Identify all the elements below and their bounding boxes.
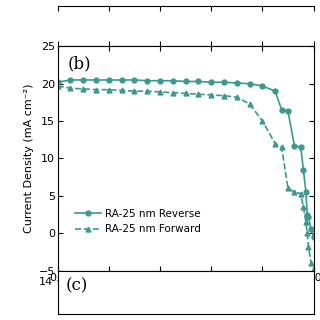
RA-25 nm Forward — [68, 86, 72, 90]
RA-25 nm Reverse — [171, 79, 175, 83]
RA-25 nm Forward — [307, 245, 310, 249]
Text: 14: 14 — [38, 277, 52, 287]
RA-25 nm Forward — [209, 93, 213, 97]
RA-25 nm Reverse — [299, 145, 303, 149]
RA-25 nm Reverse — [196, 80, 200, 84]
RA-25 nm Forward — [107, 88, 111, 92]
RA-25 nm Reverse — [273, 89, 277, 93]
RA-25 nm Reverse — [286, 109, 290, 113]
RA-25 nm Reverse — [305, 212, 309, 216]
RA-25 nm Reverse — [301, 168, 305, 172]
RA-25 nm Forward — [222, 94, 226, 98]
Text: (c): (c) — [65, 277, 88, 294]
Line: RA-25 nm Reverse: RA-25 nm Reverse — [55, 77, 316, 239]
RA-25 nm Forward — [132, 89, 136, 93]
RA-25 nm Reverse — [132, 78, 136, 82]
RA-25 nm Reverse — [260, 84, 264, 88]
RA-25 nm Reverse — [304, 190, 308, 194]
RA-25 nm Forward — [81, 87, 85, 91]
RA-25 nm Forward — [120, 89, 124, 92]
RA-25 nm Reverse — [107, 78, 111, 82]
RA-25 nm Forward — [145, 89, 149, 93]
RA-25 nm Forward — [301, 205, 305, 209]
RA-25 nm Forward — [171, 91, 175, 95]
RA-25 nm Reverse — [307, 215, 310, 219]
RA-25 nm Reverse — [222, 80, 226, 84]
RA-25 nm Forward — [280, 145, 284, 149]
RA-25 nm Forward — [56, 84, 60, 88]
RA-25 nm Reverse — [184, 80, 188, 84]
RA-25 nm Forward — [248, 102, 252, 106]
RA-25 nm Forward — [235, 95, 239, 99]
Line: RA-25 nm Forward: RA-25 nm Forward — [55, 84, 316, 272]
RA-25 nm Forward — [273, 141, 277, 145]
RA-25 nm Forward — [299, 192, 303, 196]
RA-25 nm Reverse — [94, 78, 98, 82]
Text: (b): (b) — [68, 55, 92, 72]
RA-25 nm Forward — [260, 119, 264, 123]
RA-25 nm Forward — [312, 267, 316, 271]
RA-25 nm Forward — [304, 220, 308, 224]
RA-25 nm Forward — [292, 190, 296, 194]
RA-25 nm Reverse — [292, 144, 296, 148]
RA-25 nm Forward — [196, 92, 200, 96]
RA-25 nm Forward — [309, 261, 313, 265]
RA-25 nm Reverse — [68, 78, 72, 82]
RA-25 nm Reverse — [145, 79, 149, 83]
RA-25 nm Reverse — [158, 79, 162, 83]
X-axis label: Voltage (V): Voltage (V) — [151, 286, 220, 299]
RA-25 nm Forward — [286, 187, 290, 190]
RA-25 nm Reverse — [81, 78, 85, 82]
RA-25 nm Reverse — [209, 80, 213, 84]
RA-25 nm Reverse — [235, 81, 239, 85]
RA-25 nm Reverse — [56, 80, 60, 84]
RA-25 nm Reverse — [312, 235, 316, 239]
RA-25 nm Forward — [158, 90, 162, 94]
RA-25 nm Forward — [184, 92, 188, 95]
RA-25 nm Reverse — [309, 228, 313, 231]
RA-25 nm Reverse — [280, 108, 284, 112]
Legend: RA-25 nm Reverse, RA-25 nm Forward: RA-25 nm Reverse, RA-25 nm Forward — [70, 205, 205, 238]
RA-25 nm Forward — [305, 231, 309, 235]
RA-25 nm Reverse — [248, 82, 252, 86]
RA-25 nm Forward — [94, 88, 98, 92]
Y-axis label: Current Density (mA cm⁻²): Current Density (mA cm⁻²) — [24, 84, 34, 233]
RA-25 nm Reverse — [120, 78, 124, 82]
